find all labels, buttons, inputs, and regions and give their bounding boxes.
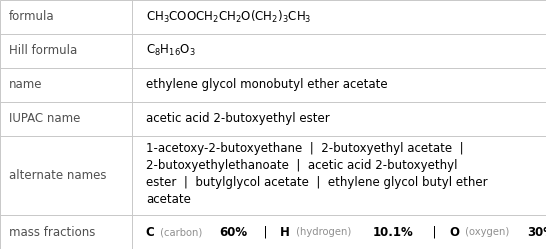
Text: alternate names: alternate names [9,169,107,182]
Text: IUPAC name: IUPAC name [9,112,81,125]
Text: acetic acid 2-butoxyethyl ester: acetic acid 2-butoxyethyl ester [146,112,330,125]
Text: Hill formula: Hill formula [9,44,78,57]
Text: |: | [256,226,275,239]
Text: O: O [449,226,459,239]
Text: mass fractions: mass fractions [9,226,96,239]
Text: (oxygen): (oxygen) [462,227,513,237]
Text: ethylene glycol monobutyl ether acetate: ethylene glycol monobutyl ether acetate [146,78,388,91]
Text: formula: formula [9,10,55,23]
Text: name: name [9,78,43,91]
Text: 1-acetoxy-2-butoxyethane  |  2-butoxyethyl acetate  |
2-butoxyethylethanoate  | : 1-acetoxy-2-butoxyethane | 2-butoxyethyl… [146,142,488,206]
Text: (carbon): (carbon) [157,227,205,237]
Text: H: H [280,226,290,239]
Text: C: C [146,226,155,239]
Text: 30%: 30% [527,226,546,239]
Text: 60%: 60% [219,226,248,239]
Text: $\mathregular{C_8H_{16}O_3}$: $\mathregular{C_8H_{16}O_3}$ [146,43,195,58]
Text: (hydrogen): (hydrogen) [293,227,354,237]
Text: |: | [425,226,444,239]
Text: $\mathregular{CH_3COOCH_2CH_2O(CH_2)_3CH_3}$: $\mathregular{CH_3COOCH_2CH_2O(CH_2)_3CH… [146,9,311,25]
Text: 10.1%: 10.1% [372,226,413,239]
